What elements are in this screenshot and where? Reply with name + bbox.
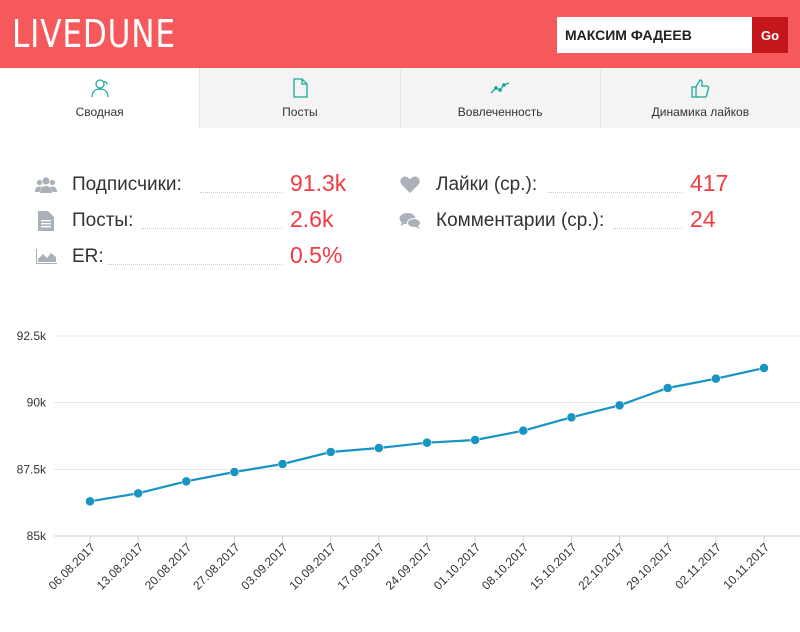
dotted-leader [108,264,282,265]
y-tick-label: 92.5k [17,329,47,343]
data-point[interactable] [325,447,336,457]
data-point[interactable] [229,467,240,477]
trend-icon [490,82,510,94]
tab-label: Посты [282,105,318,119]
users-icon [34,173,58,197]
document-icon [34,209,58,233]
stat-value: 0.5% [290,242,343,268]
stat-value: 91.3k [290,170,347,196]
x-tick-label: 10.09.2017 [286,540,339,593]
tab-engagement[interactable]: Вовлеченность [401,68,601,128]
x-tick-label: 08.10.2017 [479,540,532,593]
logo[interactable]: LIVEDUNE [12,12,176,56]
stat-value: 417 [690,170,729,196]
stat-label: Подписчики: [72,174,182,195]
tab-bar: Сводная Посты Вовлеченность Динамика лай… [0,68,800,128]
y-tick-label: 87.5k [17,462,47,476]
series-points [85,363,769,507]
stat-label: ER: [72,246,104,267]
x-tick-label: 27.08.2017 [190,540,243,593]
stat-subscribers: Подписчики: [34,167,182,203]
subscribers-line-chart: 85k 87.5k 90k 92.5k 06.08.201713.08.201720.… [17,329,800,593]
data-point[interactable] [711,373,721,384]
tab-label: Вовлеченность [457,105,543,119]
stat-comments: Комментарии (ср.): [398,203,604,239]
stat-likes: Лайки (ср.): [398,167,537,203]
stat-er: ER: [34,239,104,275]
stat-value: 24 [690,206,716,232]
dotted-leader [548,192,682,193]
x-tick-label: 15.10.2017 [527,540,580,593]
top-bar: LIVEDUNE МАКСИМ ФАДЕЕВ Go [0,0,800,68]
x-tick-label: 22.10.2017 [575,540,628,593]
data-point[interactable] [614,400,625,411]
x-axis: 06.08.201713.08.201720.08.201727.08.2017… [46,536,772,593]
dotted-leader [200,192,282,193]
thumbs-up-icon [691,79,710,98]
data-point[interactable] [518,425,529,436]
series-line [89,366,765,503]
data-point[interactable] [85,496,95,507]
dotted-leader [614,228,682,229]
data-point[interactable] [662,383,673,393]
comments-icon [398,209,422,233]
x-tick-label: 03.09.2017 [238,540,291,593]
x-tick-label: 17.09.2017 [335,540,388,593]
data-point[interactable] [470,435,480,445]
x-tick-label: 24.09.2017 [383,540,436,593]
heart-icon [398,173,422,197]
x-tick-label: 01.10.2017 [431,540,484,593]
stat-label: Комментарии (ср.): [436,210,605,231]
dotted-leader [142,228,282,229]
x-tick-label: 13.08.2017 [94,540,147,593]
data-point[interactable] [566,412,577,423]
data-point[interactable] [277,459,288,469]
tab-posts[interactable]: Посты [200,68,401,128]
x-tick-label: 29.10.2017 [623,540,676,593]
tab-label: Динамика лайков [651,105,750,119]
tab-likes-dynamics[interactable]: Динамика лайков [601,68,800,128]
data-point[interactable] [422,437,432,448]
x-tick-label: 20.08.2017 [142,540,195,593]
data-point[interactable] [374,443,384,453]
data-point[interactable] [133,488,143,499]
x-tick-label: 10.11.2017 [720,540,772,592]
tab-label: Сводная [75,105,124,119]
y-axis: 85k 87.5k 90k 92.5k [17,329,47,543]
x-tick-label: 02.11.2017 [672,540,724,592]
users-icon [90,79,109,98]
y-tick-label: 85k [27,529,47,543]
data-point[interactable] [759,363,769,373]
stat-label: Лайки (ср.): [436,174,538,195]
stat-label: Посты: [72,210,134,231]
stats-panel: Подписчики: 91.3k Посты: 2.6k ER: 0.5% [0,165,800,275]
y-tick-label: 90k [27,396,47,410]
document-icon [293,78,308,98]
x-tick-label: 06.08.2017 [46,540,99,593]
stat-posts: Посты: [34,203,133,239]
chart-grid [54,335,800,537]
go-button[interactable]: Go [752,17,788,53]
stat-value: 2.6k [290,206,334,232]
data-point[interactable] [181,476,192,487]
area-chart-icon [34,245,58,269]
tab-summary[interactable]: Сводная [0,68,201,128]
search-input[interactable]: МАКСИМ ФАДЕЕВ [557,17,752,53]
